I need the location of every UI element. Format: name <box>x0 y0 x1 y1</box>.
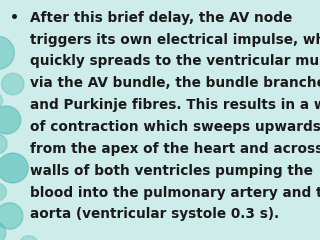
Ellipse shape <box>2 73 24 95</box>
Ellipse shape <box>0 203 23 229</box>
Ellipse shape <box>0 36 14 70</box>
Ellipse shape <box>0 106 21 134</box>
Ellipse shape <box>0 221 6 240</box>
Text: blood into the pulmonary artery and the: blood into the pulmonary artery and the <box>30 186 320 199</box>
Text: from the apex of the heart and across the: from the apex of the heart and across th… <box>30 142 320 156</box>
Text: and Purkinje fibres. This results in a wave: and Purkinje fibres. This results in a w… <box>30 98 320 112</box>
Text: via the AV bundle, the bundle branches: via the AV bundle, the bundle branches <box>30 76 320 90</box>
Ellipse shape <box>0 134 7 154</box>
Ellipse shape <box>19 236 38 240</box>
Text: •: • <box>10 11 19 25</box>
Text: of contraction which sweeps upwards: of contraction which sweeps upwards <box>30 120 320 134</box>
Ellipse shape <box>0 92 3 109</box>
Text: triggers its own electrical impulse, which: triggers its own electrical impulse, whi… <box>30 33 320 47</box>
Ellipse shape <box>0 153 28 183</box>
Text: After this brief delay, the AV node: After this brief delay, the AV node <box>30 11 293 25</box>
Text: quickly spreads to the ventricular muscle: quickly spreads to the ventricular muscl… <box>30 54 320 68</box>
Text: aorta (ventricular systole 0.3 s).: aorta (ventricular systole 0.3 s). <box>30 207 280 221</box>
Ellipse shape <box>0 183 6 201</box>
Text: walls of both ventricles pumping the: walls of both ventricles pumping the <box>30 164 313 178</box>
